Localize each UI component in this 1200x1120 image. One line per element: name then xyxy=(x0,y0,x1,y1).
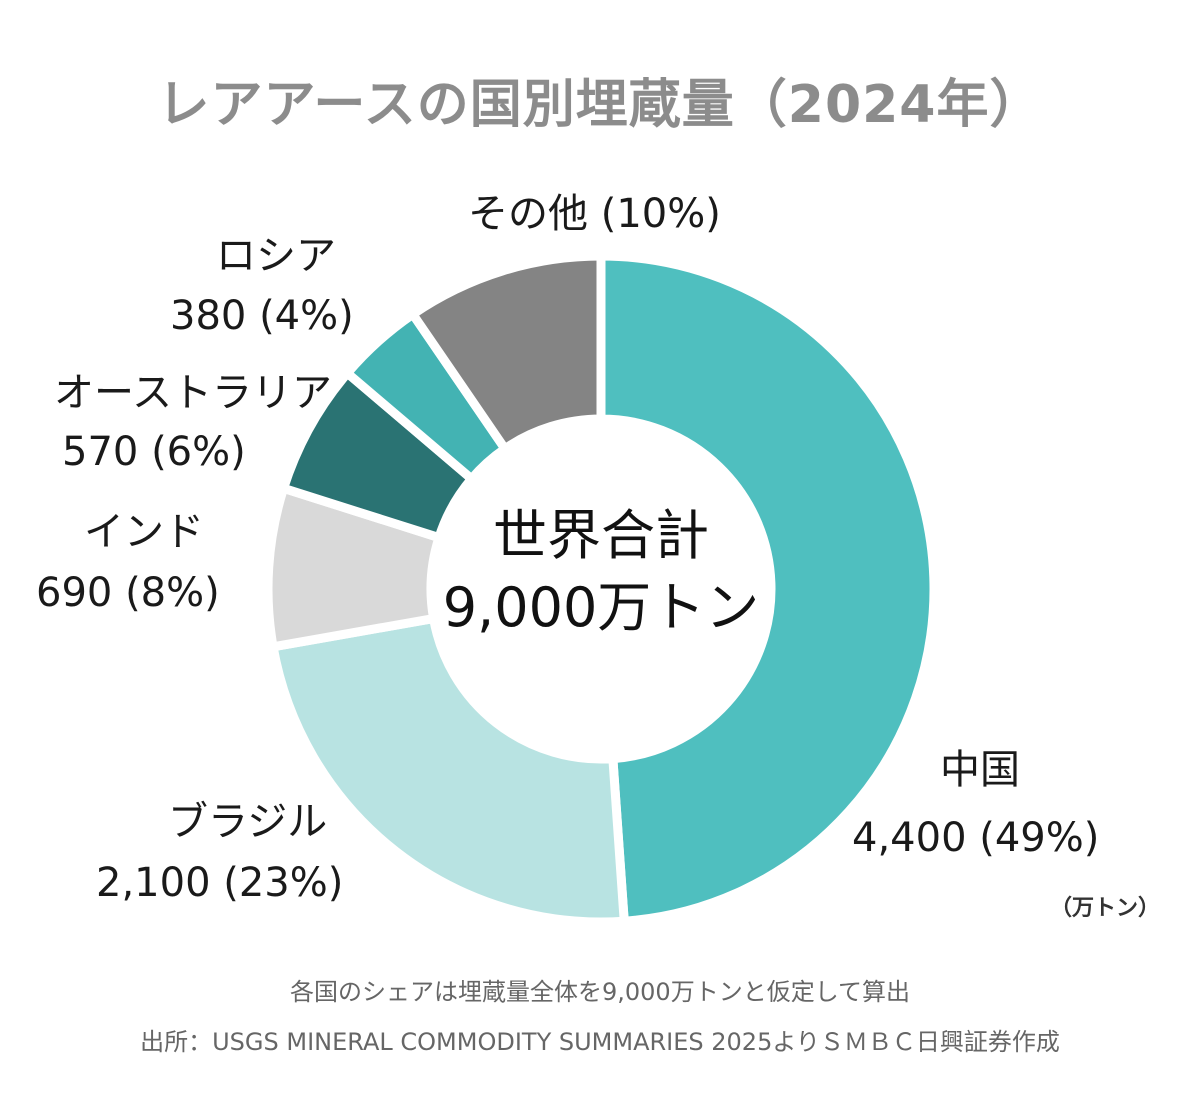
center-total-label: 世界合計 9,000万トン xyxy=(431,500,771,644)
slice-brazil xyxy=(267,613,630,927)
label-india-name: インド xyxy=(84,509,204,555)
footnote: 各国のシェアは埋蔵量全体を9,000万トンと仮定して算出 xyxy=(290,978,910,1006)
label-russia-value: 380 (4%) xyxy=(170,293,354,339)
label-brazil-name: ブラジル xyxy=(168,799,328,845)
label-russia-name: ロシア xyxy=(216,233,336,279)
label-china-value: 4,400 (49%) xyxy=(852,815,1100,861)
label-other: その他 (10%) xyxy=(468,191,721,237)
source-note: 出所：USGS MINERAL COMMODITY SUMMARIES 2025… xyxy=(140,1028,1060,1056)
label-china-name: 中国 xyxy=(940,747,1020,793)
label-australia-value: 570 (6%) xyxy=(62,429,246,475)
slice-other xyxy=(406,251,606,455)
label-australia-name: オーストラリア xyxy=(54,370,332,416)
chart-title: レアアースの国別埋蔵量（2024年） xyxy=(157,75,1043,135)
center-total-value: 9,000万トン xyxy=(442,576,760,639)
slice-china xyxy=(596,251,939,926)
unit-note: （万トン） xyxy=(1050,896,1161,921)
label-brazil-value: 2,100 (23%) xyxy=(96,860,344,906)
label-india-value: 690 (8%) xyxy=(36,570,220,616)
center-total-title: 世界合計 xyxy=(493,504,709,567)
